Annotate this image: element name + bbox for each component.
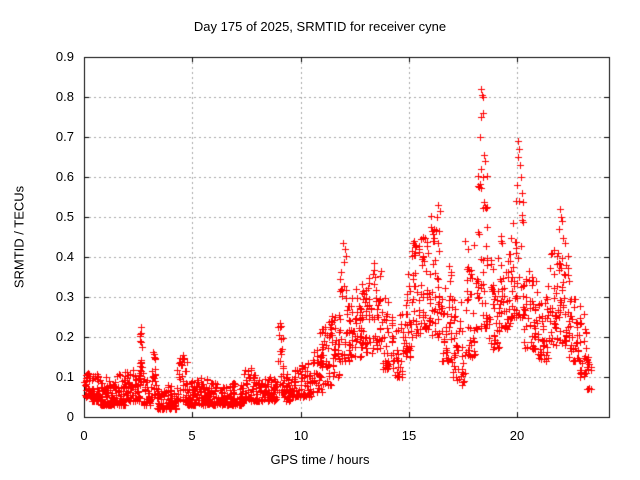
x-tick-label: 15 [401, 428, 417, 443]
x-tick-label: 5 [188, 428, 196, 443]
y-tick-label: 0.3 [55, 289, 74, 304]
y-tick-label: 0.8 [55, 89, 74, 104]
y-tick-label: 0.5 [55, 209, 74, 224]
y-tick-label: 0.1 [55, 369, 74, 384]
y-axis-label: SRMTID / TECUs [11, 185, 27, 289]
y-tick-label: 0.7 [55, 129, 74, 144]
y-tick-label: 0 [66, 409, 74, 424]
x-tick-label: 10 [293, 428, 309, 443]
y-tick-label: 0.2 [55, 329, 74, 344]
x-tick-label: 0 [80, 428, 88, 443]
y-tick-label: 0.4 [55, 249, 74, 264]
x-axis-label: GPS time / hours [270, 452, 370, 467]
chart-title: Day 175 of 2025, SRMTID for receiver cyn… [193, 19, 447, 34]
y-tick-label: 0.9 [55, 49, 74, 64]
y-tick-label: 0.6 [55, 169, 74, 184]
x-tick-label: 20 [509, 428, 525, 443]
